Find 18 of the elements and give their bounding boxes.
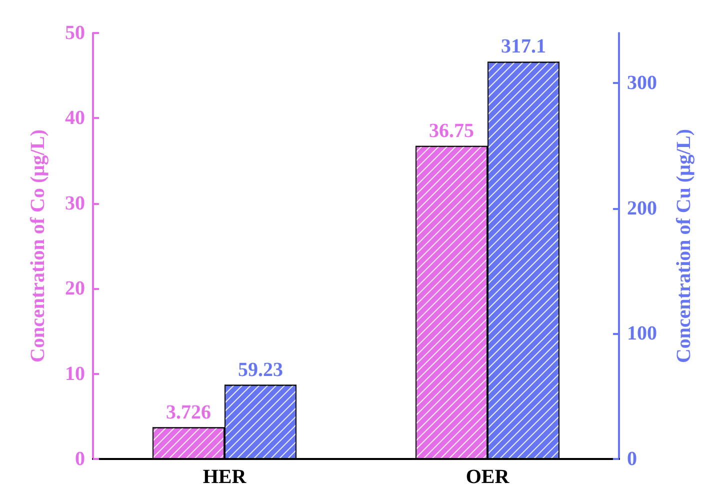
- y2-tick-label: 0: [627, 448, 637, 470]
- data-label: 3.726: [166, 401, 211, 424]
- y-tick-label: 40: [65, 107, 85, 130]
- y2-tick-label: 200: [627, 197, 657, 220]
- y-tick-label: 20: [65, 278, 85, 300]
- y-tick-label: 0: [75, 448, 85, 470]
- y-tick-label: 30: [65, 192, 85, 214]
- y2-axis-title: Concentration of Cu (μg/L): [673, 128, 695, 364]
- data-label: 36.75: [429, 120, 474, 142]
- y2-tick-label: 300: [627, 72, 657, 94]
- y-axis-title: Concentration of Co (μg/L): [27, 130, 49, 362]
- y2-tick-label: 100: [627, 322, 657, 345]
- x-tick-label: OER: [466, 466, 510, 488]
- data-label: 317.1: [501, 36, 546, 58]
- data-label: 59.23: [238, 358, 283, 381]
- x-tick-label: HER: [202, 466, 247, 488]
- y-tick-label: 10: [65, 362, 85, 385]
- y-tick-label: 50: [65, 22, 85, 44]
